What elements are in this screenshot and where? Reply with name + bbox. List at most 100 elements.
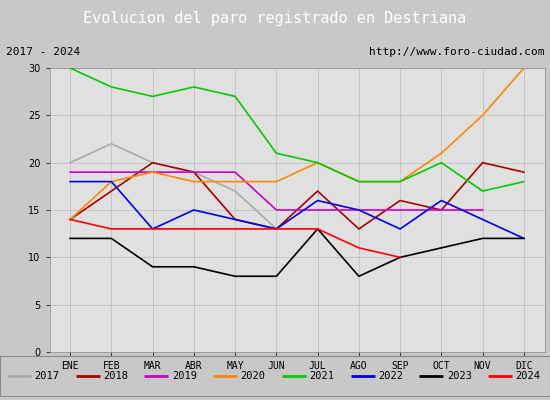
2024 <box>150 226 156 231</box>
Line: 2021: 2021 <box>70 68 524 191</box>
2023 <box>150 264 156 269</box>
2020 <box>190 179 197 184</box>
2024 <box>355 246 362 250</box>
2020 <box>355 179 362 184</box>
2021 <box>232 94 239 99</box>
2024 <box>397 255 404 260</box>
2019 <box>150 170 156 174</box>
2023 <box>315 226 321 231</box>
2020 <box>67 217 74 222</box>
2020 <box>520 66 527 70</box>
Text: 2023: 2023 <box>447 371 472 381</box>
2020 <box>438 151 444 156</box>
2020 <box>232 179 239 184</box>
2018 <box>397 198 404 203</box>
2019 <box>315 208 321 212</box>
Text: 2024: 2024 <box>515 371 541 381</box>
2022 <box>190 208 197 212</box>
2019 <box>397 208 404 212</box>
Text: 2019: 2019 <box>172 371 197 381</box>
2022 <box>232 217 239 222</box>
2023 <box>479 236 486 241</box>
Text: 2017: 2017 <box>34 371 59 381</box>
2018 <box>190 170 197 174</box>
2021 <box>315 160 321 165</box>
Line: 2017: 2017 <box>70 144 276 229</box>
Text: 2018: 2018 <box>103 371 128 381</box>
Text: Evolucion del paro registrado en Destriana: Evolucion del paro registrado en Destria… <box>84 10 466 26</box>
Line: 2024: 2024 <box>70 220 400 257</box>
2023 <box>355 274 362 279</box>
2022 <box>315 198 321 203</box>
Text: 2021: 2021 <box>309 371 334 381</box>
2022 <box>108 179 115 184</box>
2021 <box>397 179 404 184</box>
2023 <box>438 246 444 250</box>
2017 <box>232 189 239 194</box>
Line: 2019: 2019 <box>70 172 483 210</box>
2022 <box>397 226 404 231</box>
2018 <box>108 189 115 194</box>
2024 <box>232 226 239 231</box>
2017 <box>190 170 197 174</box>
2020 <box>479 113 486 118</box>
2019 <box>232 170 239 174</box>
2019 <box>67 170 74 174</box>
2018 <box>273 226 279 231</box>
2024 <box>273 226 279 231</box>
2018 <box>438 208 444 212</box>
2021 <box>150 94 156 99</box>
2022 <box>273 226 279 231</box>
2022 <box>438 198 444 203</box>
Text: 2020: 2020 <box>241 371 266 381</box>
2021 <box>190 84 197 89</box>
2019 <box>438 208 444 212</box>
2024 <box>190 226 197 231</box>
Line: 2020: 2020 <box>70 68 524 220</box>
2018 <box>315 189 321 194</box>
2023 <box>397 255 404 260</box>
2019 <box>355 208 362 212</box>
2023 <box>190 264 197 269</box>
2023 <box>273 274 279 279</box>
2021 <box>67 66 74 70</box>
2019 <box>190 170 197 174</box>
2024 <box>108 226 115 231</box>
2021 <box>479 189 486 194</box>
2022 <box>479 217 486 222</box>
2017 <box>67 160 74 165</box>
2023 <box>108 236 115 241</box>
2017 <box>273 226 279 231</box>
2021 <box>108 84 115 89</box>
2020 <box>397 179 404 184</box>
Line: 2018: 2018 <box>70 163 524 229</box>
2023 <box>520 236 527 241</box>
2020 <box>108 179 115 184</box>
2021 <box>438 160 444 165</box>
2019 <box>479 208 486 212</box>
2018 <box>479 160 486 165</box>
2021 <box>520 179 527 184</box>
Line: 2022: 2022 <box>70 182 524 238</box>
2018 <box>150 160 156 165</box>
2022 <box>355 208 362 212</box>
2020 <box>315 160 321 165</box>
2017 <box>108 141 115 146</box>
2018 <box>232 217 239 222</box>
2023 <box>67 236 74 241</box>
Text: 2022: 2022 <box>378 371 403 381</box>
2019 <box>273 208 279 212</box>
2022 <box>520 236 527 241</box>
2022 <box>67 179 74 184</box>
2024 <box>315 226 321 231</box>
2020 <box>273 179 279 184</box>
2024 <box>67 217 74 222</box>
2018 <box>67 217 74 222</box>
2021 <box>355 179 362 184</box>
Text: 2017 - 2024: 2017 - 2024 <box>6 47 80 57</box>
Text: http://www.foro-ciudad.com: http://www.foro-ciudad.com <box>369 47 544 57</box>
Line: 2023: 2023 <box>70 229 524 276</box>
2020 <box>150 170 156 174</box>
2023 <box>232 274 239 279</box>
2017 <box>150 160 156 165</box>
